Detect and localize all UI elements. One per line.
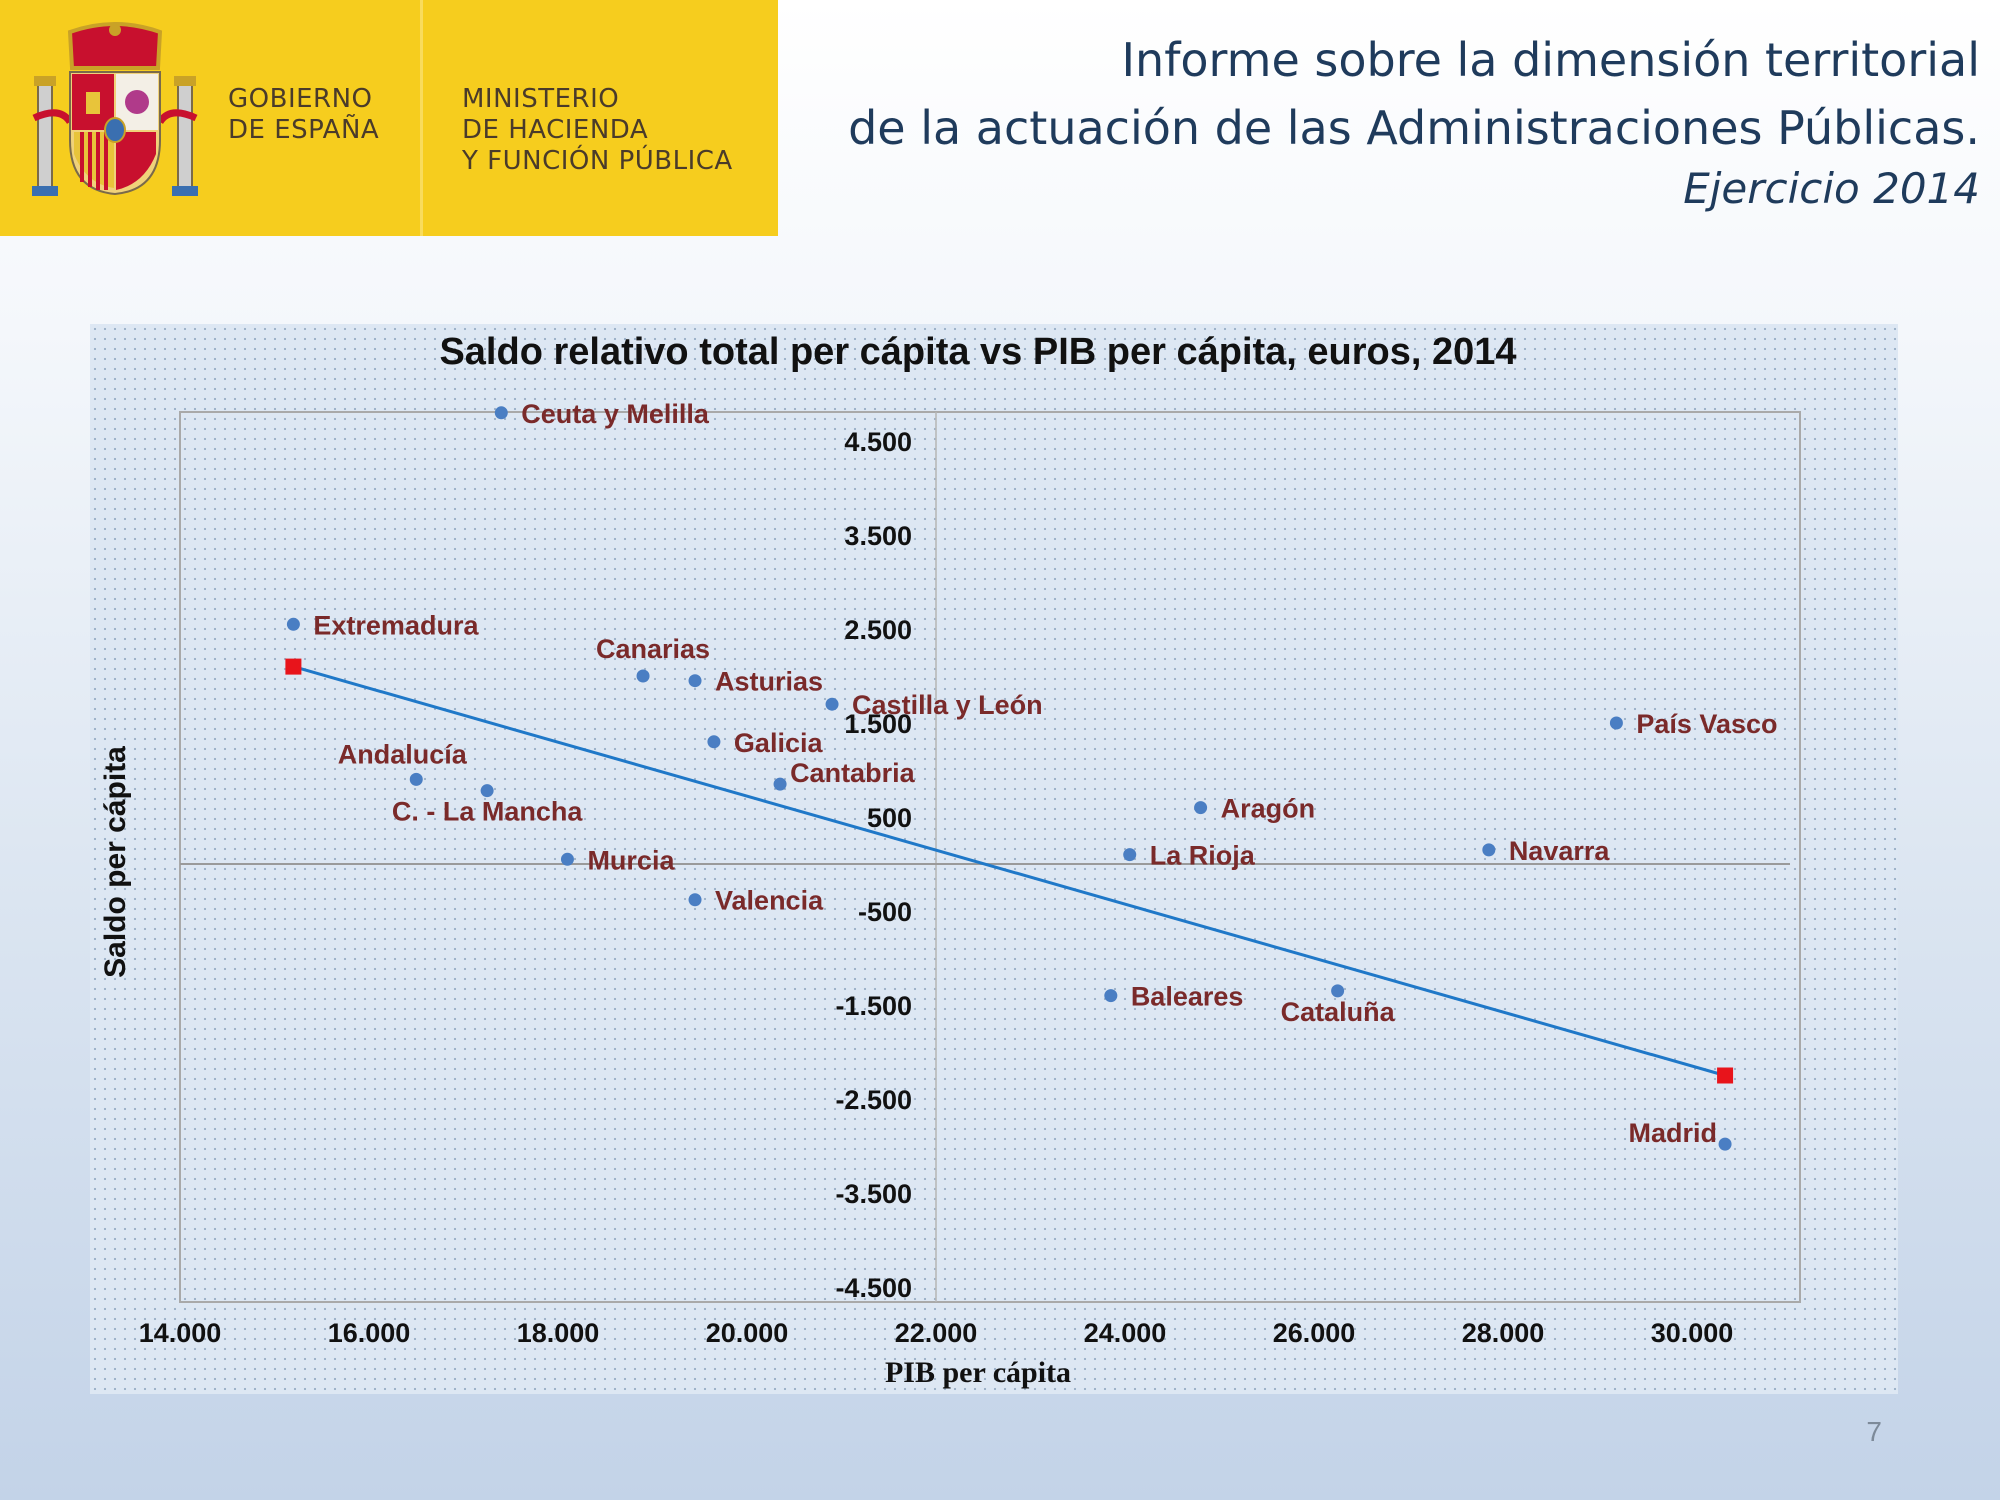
point-label-c-la-mancha: C. - La Mancha bbox=[392, 797, 584, 827]
point-canarias bbox=[636, 669, 650, 683]
point-label-andalucia: Andalucía bbox=[338, 739, 468, 769]
points-layer: Ceuta y Melilla Extremadura CanariasAsturi… bbox=[286, 399, 1778, 1151]
y-axis-label: Saldo per cápita bbox=[99, 746, 132, 978]
point-asturias bbox=[688, 674, 702, 688]
ministerio-line: MINISTERIO bbox=[462, 84, 620, 114]
point-label-extremadura: Extremadura bbox=[313, 610, 479, 640]
page-number: 7 bbox=[1866, 1416, 1882, 1447]
report-header: Informe sobre la dimensión territorial d… bbox=[848, 26, 1980, 216]
point-label-galicia: Galicia bbox=[734, 728, 824, 758]
plot-area-frame bbox=[179, 411, 1801, 1303]
government-logo-block: GOBIERNO DE ESPAÑA MINISTERIO DE HACIEND… bbox=[0, 0, 778, 236]
y-tick-label: 2.500 bbox=[844, 615, 912, 645]
y-tick-label: -3.500 bbox=[835, 1179, 912, 1209]
y-tick-label: -1.500 bbox=[835, 991, 912, 1021]
y-tick-label: -500 bbox=[858, 897, 912, 927]
point-label-castilla-y-leon: Castilla y León bbox=[852, 690, 1043, 720]
point-label-murcia: Murcia bbox=[587, 845, 675, 875]
y-tick-label: 3.500 bbox=[844, 521, 912, 551]
x-tick-label: 18.000 bbox=[517, 1318, 600, 1348]
point-castilla-y-leon bbox=[825, 697, 839, 711]
trendline-end-marker bbox=[1717, 1067, 1734, 1084]
x-tick-label: 14.000 bbox=[139, 1318, 222, 1348]
point-label-pais-vasco: País Vasco bbox=[1636, 709, 1777, 739]
point-label-aragon: Aragón bbox=[1221, 794, 1316, 824]
point-c-la-mancha bbox=[480, 784, 494, 798]
point-andalucia bbox=[409, 772, 423, 786]
point-la-rioja bbox=[1123, 848, 1137, 862]
chart-panel: Saldo relativo total per cápita vs PIB p… bbox=[90, 324, 1898, 1394]
point-label-navarra: Navarra bbox=[1509, 836, 1611, 866]
chart-title: Saldo relativo total per cápita vs PIB p… bbox=[439, 331, 1516, 373]
point-label-cataluna: Cataluña bbox=[1281, 997, 1396, 1027]
point-cantabria bbox=[773, 777, 787, 791]
report-title-line-1: Informe sobre la dimensión territorial bbox=[1121, 33, 1980, 87]
point-label-madrid: Madrid bbox=[1629, 1118, 1718, 1148]
ministerio-line: Y FUNCIÓN PÚBLICA bbox=[462, 146, 733, 176]
y-tick-label: 500 bbox=[867, 803, 912, 833]
x-tick-label: 30.000 bbox=[1651, 1318, 1734, 1348]
point-aragon bbox=[1194, 801, 1208, 815]
trendline-layer bbox=[285, 658, 1734, 1084]
point-label-canarias: Canarias bbox=[596, 634, 710, 664]
x-tick-label: 16.000 bbox=[328, 1318, 411, 1348]
point-madrid bbox=[1718, 1137, 1732, 1151]
point-murcia bbox=[560, 852, 574, 866]
ministerio-line: DE HACIENDA bbox=[462, 115, 649, 145]
gobierno-line: DE ESPAÑA bbox=[228, 115, 380, 145]
x-tick-label: 22.000 bbox=[895, 1318, 978, 1348]
point-label-cantabria: Cantabria bbox=[790, 758, 916, 788]
trendline-start-marker bbox=[285, 658, 302, 675]
gobierno-text: GOBIERNO DE ESPAÑA bbox=[228, 84, 379, 146]
x-tick-label: 26.000 bbox=[1273, 1318, 1356, 1348]
trendline bbox=[292, 665, 1726, 1077]
point-label-baleares: Baleares bbox=[1131, 982, 1244, 1012]
y-tick-label: 4.500 bbox=[844, 427, 912, 457]
point-label-valencia: Valencia bbox=[715, 886, 824, 916]
point-galicia bbox=[707, 735, 721, 749]
y-tick-label: -4.500 bbox=[835, 1273, 912, 1303]
scatter-chart: Saldo relativo total per cápita vs PIB p… bbox=[99, 331, 1801, 1389]
axes-layer: 4.500 3.500 2.500 1.500 500 -500 -1.500 -2.500 -… bbox=[139, 412, 1790, 1348]
x-tick-label: 20.000 bbox=[706, 1318, 789, 1348]
point-valencia bbox=[688, 893, 702, 907]
point-extremadura bbox=[286, 617, 300, 631]
point-ceuta-y-melilla bbox=[494, 406, 508, 420]
point-pais-vasco bbox=[1609, 716, 1623, 730]
point-label-la-rioja: La Rioja bbox=[1150, 841, 1256, 871]
point-navarra bbox=[1482, 843, 1496, 857]
gobierno-line: GOBIERNO bbox=[228, 84, 373, 114]
report-subtitle: Ejercicio 2014 bbox=[1683, 164, 1980, 213]
point-cataluna bbox=[1331, 984, 1345, 998]
logo-divider bbox=[420, 0, 423, 236]
point-baleares bbox=[1104, 989, 1118, 1003]
point-label-ceuta-y-melilla: Ceuta y Melilla bbox=[521, 399, 710, 429]
y-tick-label: -2.500 bbox=[835, 1085, 912, 1115]
x-tick-label: 24.000 bbox=[1084, 1318, 1167, 1348]
report-title-line-2: de la actuación de las Administraciones … bbox=[848, 101, 1980, 155]
ministerio-text: MINISTERIO DE HACIENDA Y FUNCIÓN PÚBLICA bbox=[462, 84, 733, 177]
y-tick-label: 1.500 bbox=[844, 709, 912, 739]
coat-of-arms-icon bbox=[32, 22, 198, 196]
x-tick-label: 28.000 bbox=[1462, 1318, 1545, 1348]
x-axis-label: PIB per cápita bbox=[885, 1356, 1071, 1389]
point-label-asturias: Asturias bbox=[715, 667, 823, 697]
